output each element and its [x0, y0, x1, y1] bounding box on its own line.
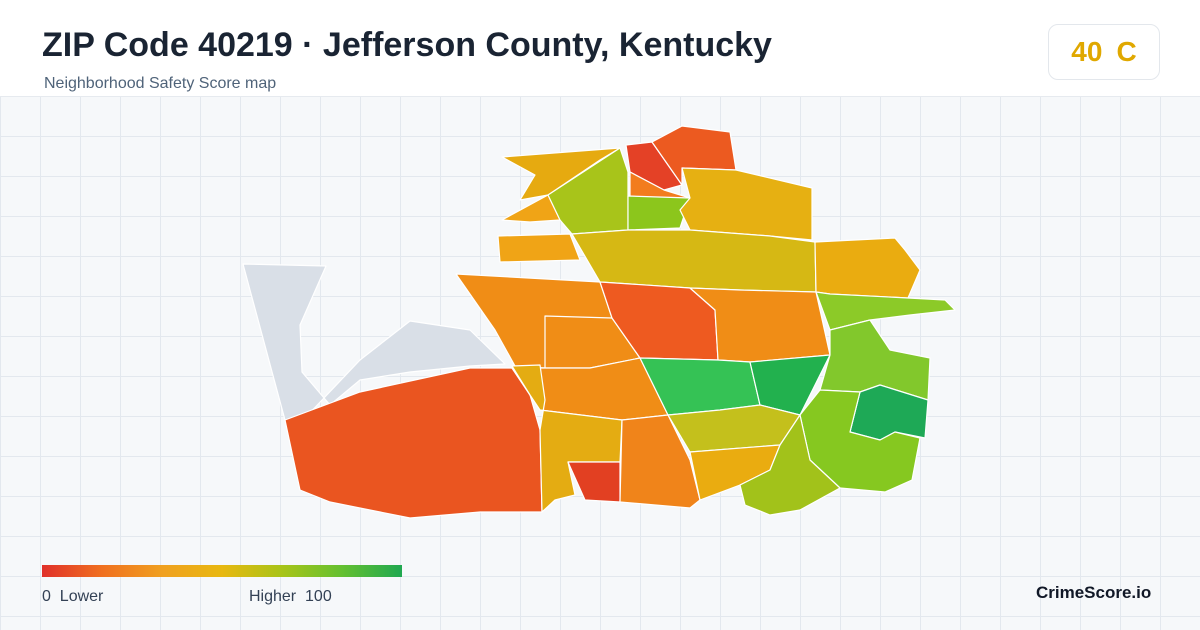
map-area-outside [242, 263, 506, 421]
map-region-north-red[interactable] [625, 141, 683, 191]
score-grade: C [1116, 36, 1137, 67]
page-title: ZIP Code 40219 · Jefferson County, Kentu… [42, 26, 772, 64]
map-region-small-red[interactable] [567, 461, 621, 503]
map-region-southeast-lime[interactable] [739, 414, 841, 516]
score-value: 40 [1071, 36, 1103, 67]
legend-max-value: 100 [305, 588, 332, 605]
legend-min-label: Lower [59, 588, 104, 605]
legend-max-label: Higher [249, 588, 297, 605]
header: ZIP Code 40219 · Jefferson County, Kentu… [0, 0, 1200, 97]
legend-min: 0 Lower [42, 588, 103, 606]
legend-max: Higher 100 [249, 588, 332, 606]
brand-logo-text: CrimeScore.io [1036, 583, 1152, 602]
map-region-north-yellow-right[interactable] [679, 167, 813, 241]
safety-score-badge: 40 C [1048, 24, 1160, 80]
page-subtitle: Neighborhood Safety Score map [44, 75, 277, 92]
map-region-north-green-small[interactable] [627, 195, 691, 231]
legend-min-value: 0 [42, 588, 51, 605]
map-region-north-orange-strip[interactable] [497, 233, 581, 263]
legend-gradient-bar [42, 565, 402, 577]
map-region-west-yellow[interactable] [511, 364, 623, 513]
map-region-southwest[interactable] [284, 367, 543, 519]
map-region-east-green-top[interactable] [815, 291, 956, 331]
map-region-east-yellow[interactable] [814, 237, 921, 299]
